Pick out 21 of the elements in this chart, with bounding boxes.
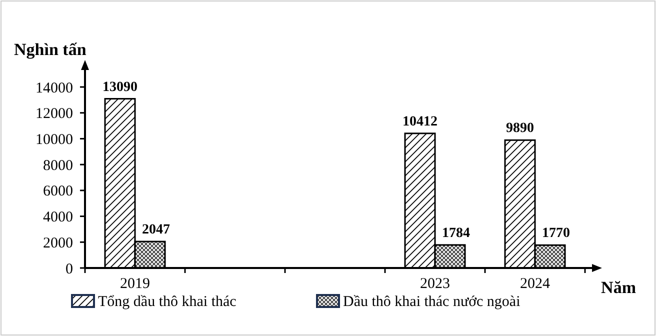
y-tick-label: 2000 bbox=[43, 235, 73, 252]
data-label: 13090 bbox=[102, 80, 138, 95]
y-tick-label: 10000 bbox=[36, 132, 73, 148]
legend-label: Dầu thô khai thác nước ngoài bbox=[343, 294, 520, 310]
series-label: Tổng dầu thô khai thác bbox=[98, 294, 237, 310]
data-label: 2047 bbox=[142, 222, 170, 238]
y-tick-label: 12000 bbox=[36, 106, 73, 122]
y-axis-title: Nghìn tấn bbox=[14, 40, 87, 59]
y-tick-label: 4000 bbox=[43, 210, 73, 226]
x-axis-title: Năm bbox=[601, 278, 636, 297]
x-tick-label: 2023 bbox=[420, 276, 450, 292]
y-tick-label: 8000 bbox=[43, 158, 73, 174]
data-label: 1770 bbox=[542, 226, 570, 242]
data-label: 9890 bbox=[506, 121, 534, 136]
y-tick-label: 14000 bbox=[36, 80, 73, 96]
data-label: 1784 bbox=[442, 226, 470, 241]
y-tick-label: 0 bbox=[66, 261, 73, 278]
x-tick-label: 2024 bbox=[520, 276, 550, 292]
y-tick-label: 6000 bbox=[43, 184, 73, 200]
x-tick-label: 2019 bbox=[120, 276, 150, 292]
data-label: 10412 bbox=[402, 114, 438, 130]
